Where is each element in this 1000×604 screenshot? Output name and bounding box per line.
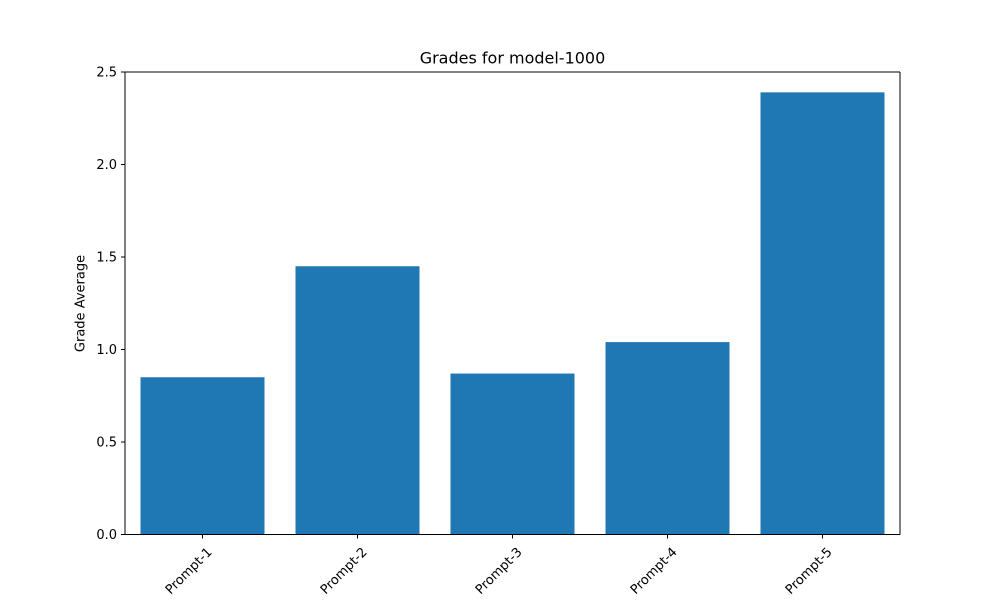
bar-prompt-2	[295, 266, 420, 535]
bar-prompt-3	[450, 373, 575, 535]
y-tick-label: 0.5	[96, 436, 117, 451]
bar-prompt-4	[605, 342, 730, 535]
y-tick-label: 1.0	[96, 343, 117, 358]
y-tick-label: 2.0	[96, 158, 117, 173]
y-tick-label: 2.5	[96, 66, 117, 81]
y-tick-label: 1.5	[96, 251, 117, 266]
bar-prompt-1	[140, 377, 265, 535]
y-tick-label: 0.0	[96, 528, 117, 543]
chart-title: Grades for model-1000	[420, 49, 606, 68]
bar-prompt-5	[760, 92, 885, 535]
y-axis-label: Grade Average	[74, 255, 89, 352]
